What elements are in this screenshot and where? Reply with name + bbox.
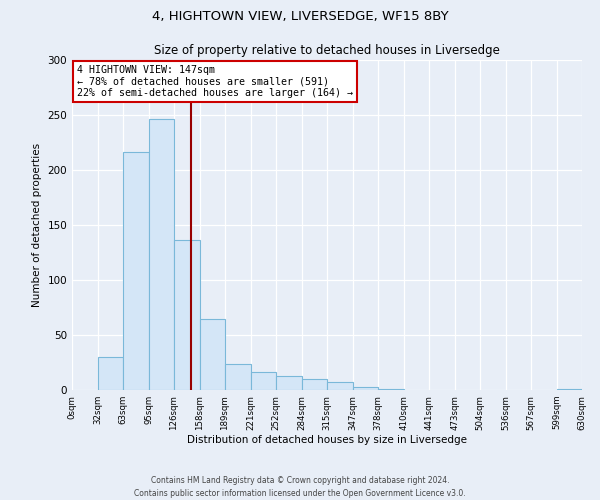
Bar xyxy=(251,372,276,390)
Text: 4 HIGHTOWN VIEW: 147sqm
← 78% of detached houses are smaller (591)
22% of semi-d: 4 HIGHTOWN VIEW: 147sqm ← 78% of detache… xyxy=(77,65,353,98)
Bar xyxy=(98,357,123,390)
Bar xyxy=(200,318,225,390)
Text: 4, HIGHTOWN VIEW, LIVERSEDGE, WF15 8BY: 4, HIGHTOWN VIEW, LIVERSEDGE, WF15 8BY xyxy=(152,10,448,23)
Text: Contains HM Land Registry data © Crown copyright and database right 2024.
Contai: Contains HM Land Registry data © Crown c… xyxy=(134,476,466,498)
Bar xyxy=(123,152,149,390)
Y-axis label: Number of detached properties: Number of detached properties xyxy=(32,143,42,307)
Bar xyxy=(353,386,378,390)
Bar xyxy=(378,389,404,390)
Bar xyxy=(276,376,302,390)
Bar xyxy=(327,382,353,390)
Bar xyxy=(557,389,582,390)
Bar xyxy=(225,364,251,390)
X-axis label: Distribution of detached houses by size in Liversedge: Distribution of detached houses by size … xyxy=(187,436,467,446)
Bar xyxy=(174,240,200,390)
Title: Size of property relative to detached houses in Liversedge: Size of property relative to detached ho… xyxy=(154,44,500,58)
Bar xyxy=(149,120,174,390)
Bar xyxy=(302,379,327,390)
